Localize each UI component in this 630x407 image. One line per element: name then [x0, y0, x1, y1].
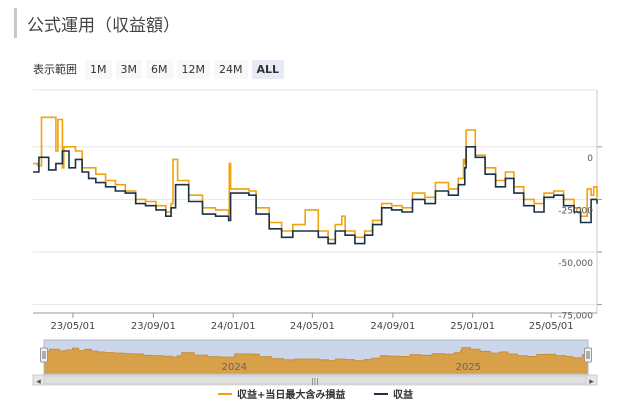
- y-tick-label: 0: [587, 154, 593, 164]
- handle-body[interactable]: [584, 347, 592, 363]
- y-tick-label: -50,000: [558, 259, 593, 269]
- navigator-area: [43, 347, 589, 375]
- range-button-12m[interactable]: 12M: [176, 59, 210, 79]
- page-title: 公式運用（収益額）: [27, 16, 180, 36]
- scrollbar-grip-icon: |||: [311, 378, 318, 386]
- navigator-year-label: 2025: [456, 362, 481, 373]
- range-button-24m[interactable]: 24M: [214, 59, 248, 79]
- navigator-handle-right[interactable]: [584, 347, 592, 363]
- x-tick-label: 25/05/01: [529, 321, 574, 332]
- x-tick-label: 24/05/01: [290, 321, 335, 332]
- scroll-left-arrow-icon: ◂: [36, 377, 41, 387]
- scroll-right-arrow-icon: ▸: [589, 377, 594, 387]
- range-button-6m[interactable]: 6M: [146, 59, 173, 79]
- range-selector: 表示範囲 1M 3M 6M 12M 24M ALL: [33, 58, 288, 80]
- navigator: 2024 2025 ◂ ▸ |||: [32, 339, 598, 387]
- page-title-bar: 公式運用（収益額）: [14, 8, 617, 38]
- legend-item[interactable]: 収益+当日最大含み損益: [218, 388, 345, 401]
- scrollbar-left-button[interactable]: [32, 374, 45, 386]
- x-axis: 23/05/01 23/09/01 24/01/01 24/05/01 24/09/01…: [33, 312, 597, 332]
- x-tick-label: 25/01/01: [450, 321, 495, 332]
- handle-body[interactable]: [40, 347, 48, 363]
- x-tick-label: 24/01/01: [211, 321, 256, 332]
- x-tick-label: 24/09/01: [370, 321, 415, 332]
- scrollbar-right-button[interactable]: [585, 374, 598, 386]
- y-tick-label: -25,000: [558, 206, 593, 216]
- navigator-year-label: 2024: [222, 362, 247, 373]
- series-line-profit: [33, 146, 598, 245]
- plot-area: [33, 116, 598, 245]
- legend: 収益+当日最大含み損益 収益: [218, 388, 413, 401]
- x-tick-label: 23/05/01: [50, 321, 95, 332]
- navigator-handle-left[interactable]: [40, 347, 48, 363]
- legend-item[interactable]: 収益: [374, 388, 413, 401]
- range-selector-label: 表示範囲: [33, 63, 77, 76]
- range-button-3m[interactable]: 3M: [115, 59, 142, 79]
- legend-label: 収益+当日最大含み損益: [237, 388, 345, 401]
- range-button-all[interactable]: ALL: [251, 59, 285, 79]
- legend-label: 収益: [393, 388, 413, 401]
- y-tick-label: -75,000: [558, 312, 593, 322]
- x-tick-label: 23/09/01: [131, 321, 176, 332]
- range-button-1m[interactable]: 1M: [85, 59, 112, 79]
- grid-lines: [33, 89, 598, 313]
- y-axis: 0 -25,000 -50,000 -75,000: [558, 146, 602, 322]
